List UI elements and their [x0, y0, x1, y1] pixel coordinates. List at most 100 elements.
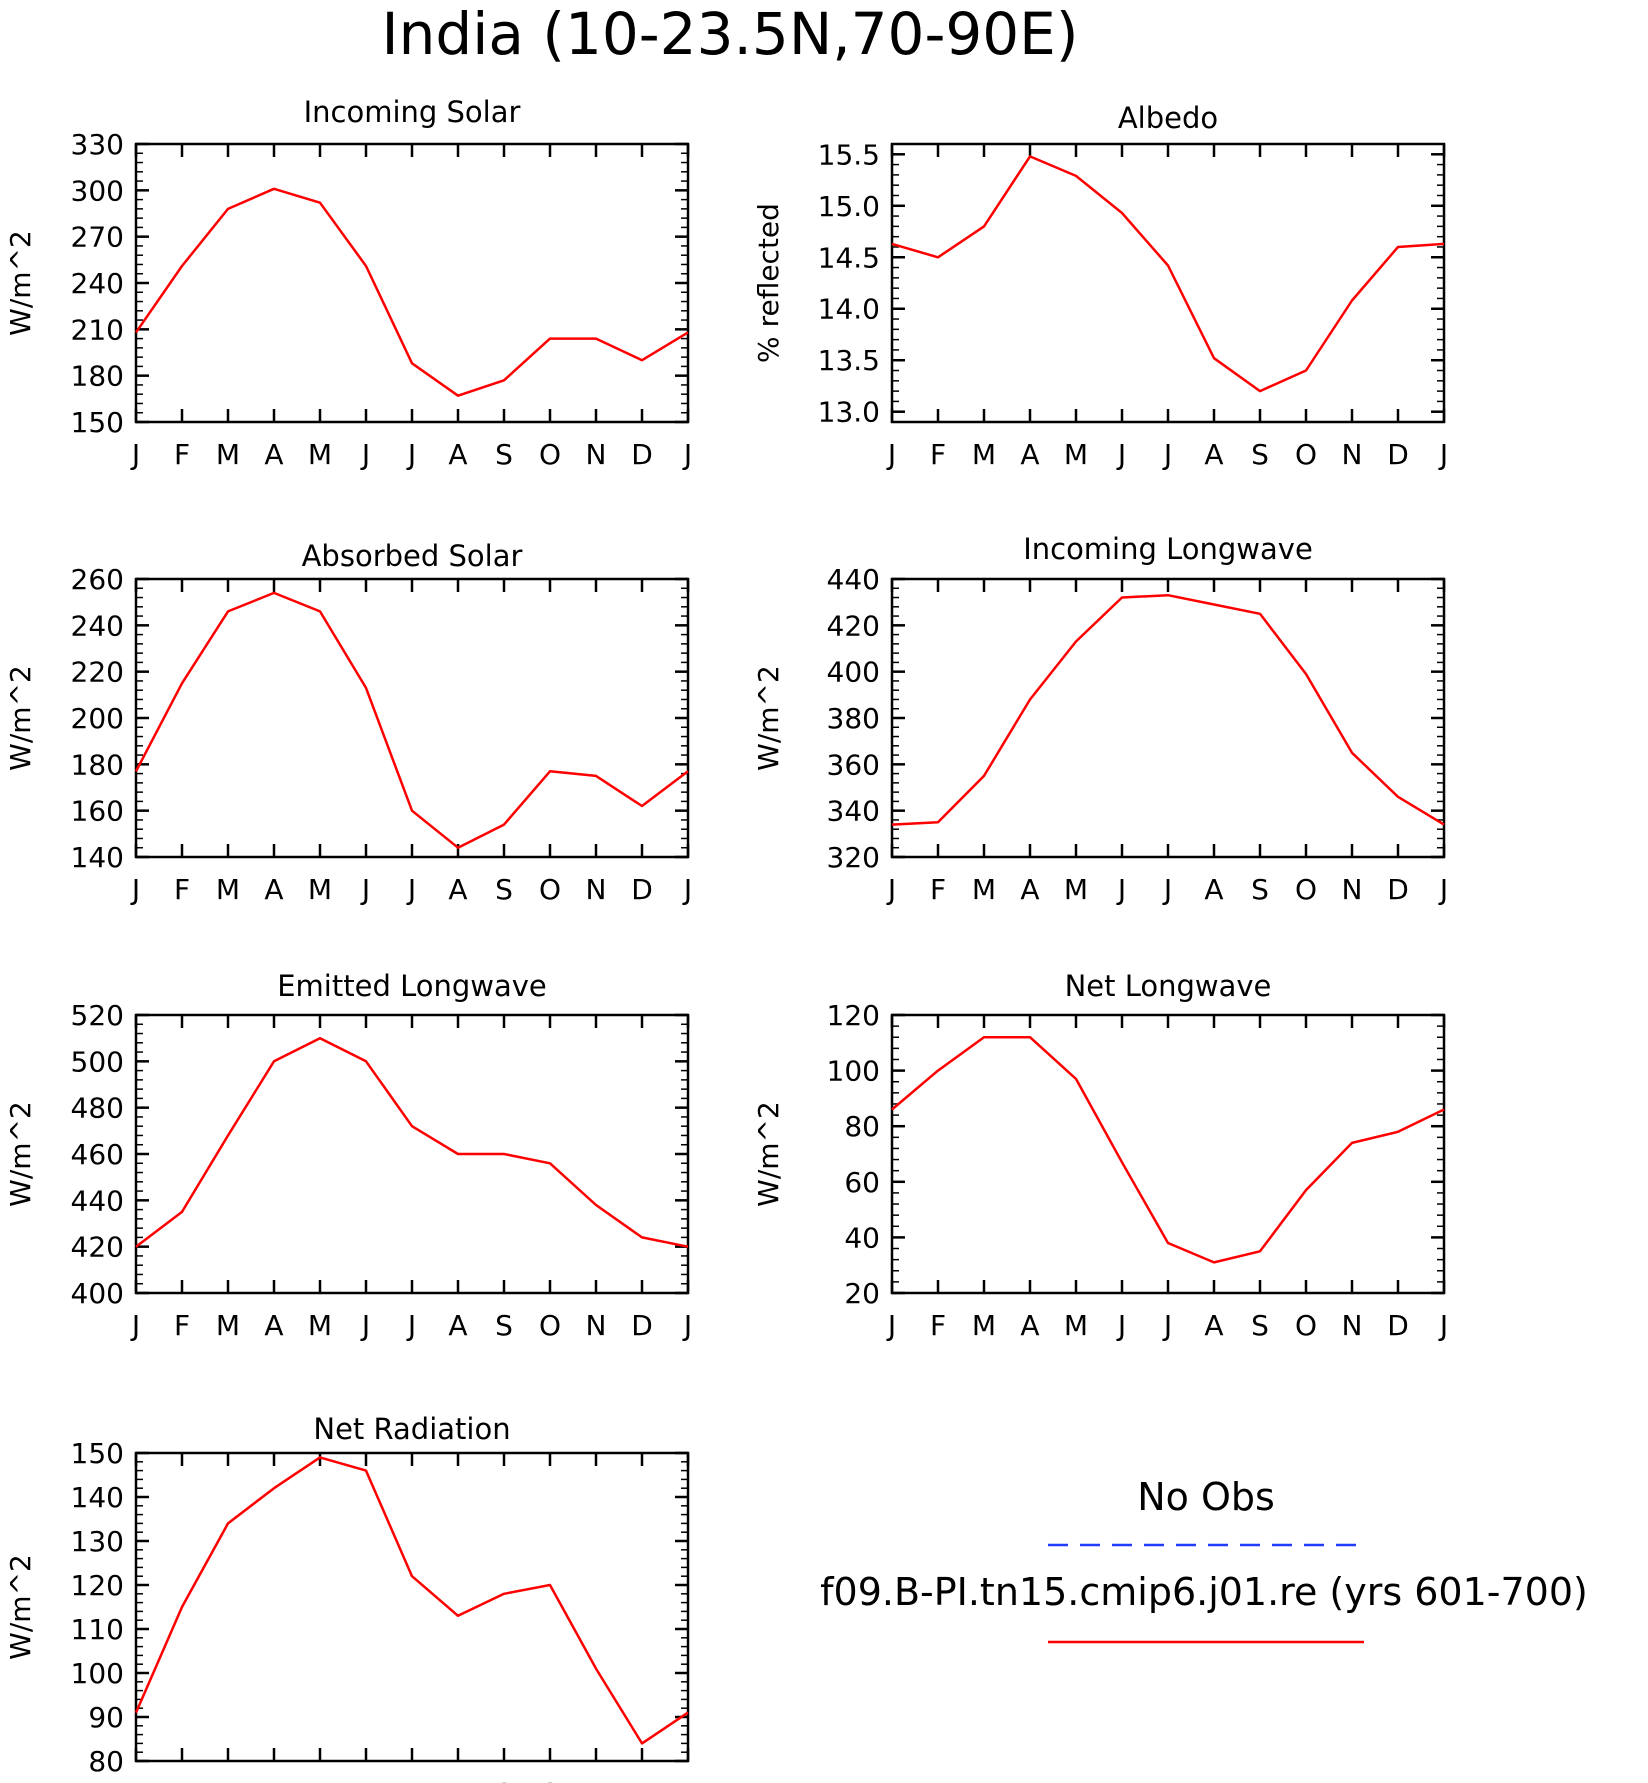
x-tick-label: J [406, 1309, 416, 1342]
y-tick-label: 220 [71, 656, 124, 689]
panel-title: Net Radiation [313, 1412, 510, 1446]
x-tick-label: J [1438, 873, 1448, 906]
panel-title: Incoming Longwave [1023, 532, 1313, 566]
x-tick-label: J [682, 1777, 692, 1783]
x-tick-label: N [586, 1777, 607, 1783]
x-tick-label: A [1020, 438, 1039, 471]
x-tick-label: M [216, 438, 240, 471]
x-tick-label: A [264, 438, 283, 471]
panel-title: Net Longwave [1065, 969, 1272, 1003]
x-tick-label: J [1116, 873, 1126, 906]
y-tick-label: 80 [844, 1110, 880, 1143]
panel-title: Incoming Solar [304, 95, 521, 129]
chart-panel: Net Radiation W/m^2 J F M A M J J A S O N D J 80 90 100 11… [4, 1412, 692, 1783]
x-tick-label: M [216, 1777, 240, 1783]
y-tick-label: 100 [71, 1657, 124, 1690]
x-tick-label: O [1295, 1309, 1317, 1342]
x-tick-label: J [130, 873, 140, 906]
series-line [891, 1035, 1445, 1264]
y-tick-label: 400 [71, 1277, 124, 1310]
y-tick-label: 90 [88, 1701, 124, 1734]
x-tick-label: M [308, 873, 332, 906]
x-tick-label: S [495, 1777, 513, 1783]
x-tick-label: J [886, 873, 896, 906]
figure-title: India (10-23.5N,70-90E) [382, 0, 1079, 68]
x-tick-label: M [308, 438, 332, 471]
x-tick-label: J [1438, 1309, 1448, 1342]
x-tick-label: A [264, 873, 283, 906]
x-tick-label: M [216, 873, 240, 906]
x-tick-label: A [448, 873, 467, 906]
y-tick-label: 13.5 [818, 344, 880, 377]
x-tick-label: O [539, 438, 561, 471]
y-tick-label: 420 [71, 1231, 124, 1264]
x-tick-label: A [1020, 873, 1039, 906]
x-tick-label: F [174, 873, 190, 906]
y-tick-label: 140 [71, 841, 124, 874]
x-tick-label: A [1204, 438, 1223, 471]
plot-frame [134, 577, 690, 859]
panel-title: Absorbed Solar [302, 539, 523, 573]
series-line [134, 1456, 689, 1745]
y-axis-label: W/m^2 [4, 1101, 37, 1207]
x-tick-label: N [586, 873, 607, 906]
y-tick-label: 210 [71, 313, 124, 346]
y-tick-label: 180 [71, 748, 124, 781]
y-tick-label: 13.0 [818, 396, 880, 429]
x-tick-label: J [360, 873, 370, 906]
x-tick-label: N [586, 1309, 607, 1342]
x-tick-label: S [1251, 438, 1269, 471]
y-tick-label: 140 [71, 1481, 124, 1514]
y-axis-label: % reflected [752, 203, 785, 363]
y-tick-label: 60 [844, 1166, 880, 1199]
x-tick-label: J [130, 1777, 140, 1783]
x-tick-label: M [308, 1309, 332, 1342]
x-tick-label: A [264, 1309, 283, 1342]
x-tick-label: J [1116, 1309, 1126, 1342]
y-tick-label: 400 [827, 656, 880, 689]
y-tick-label: 180 [71, 360, 124, 393]
series-line [891, 593, 1445, 826]
x-tick-label: O [539, 1309, 561, 1342]
x-tick-label: F [930, 1309, 946, 1342]
x-tick-label: J [1162, 873, 1172, 906]
x-tick-label: M [1064, 1309, 1088, 1342]
y-tick-label: 300 [71, 174, 124, 207]
y-tick-label: 330 [71, 128, 124, 161]
x-tick-label: M [972, 438, 996, 471]
plot-frame [890, 577, 1446, 859]
x-tick-label: A [448, 438, 467, 471]
x-tick-label: D [631, 438, 653, 471]
x-tick-label: J [682, 873, 692, 906]
y-tick-label: 120 [71, 1569, 124, 1602]
y-tick-label: 130 [71, 1525, 124, 1558]
series-line [135, 1036, 689, 1248]
x-tick-label: F [930, 438, 946, 471]
y-tick-label: 160 [71, 795, 124, 828]
y-tick-label: 100 [827, 1055, 880, 1088]
x-tick-label: J [130, 1309, 140, 1342]
y-tick-label: 240 [71, 267, 124, 300]
y-tick-label: 270 [71, 221, 124, 254]
panel-title: Emitted Longwave [277, 969, 547, 1003]
y-tick-label: 480 [71, 1092, 124, 1125]
x-tick-label: J [886, 438, 896, 471]
x-tick-label: A [1204, 1309, 1223, 1342]
y-tick-label: 150 [71, 406, 124, 439]
x-tick-label: M [308, 1777, 332, 1783]
y-tick-label: 500 [71, 1045, 124, 1078]
y-tick-label: 460 [71, 1138, 124, 1171]
x-tick-label: M [972, 1309, 996, 1342]
x-tick-label: D [631, 1777, 653, 1783]
y-tick-label: 440 [71, 1184, 124, 1217]
x-tick-label: D [1387, 1309, 1409, 1342]
x-tick-label: S [1251, 873, 1269, 906]
y-tick-label: 260 [71, 563, 124, 596]
y-tick-label: 15.0 [818, 190, 880, 223]
x-tick-label: F [174, 438, 190, 471]
x-tick-label: J [360, 1309, 370, 1342]
